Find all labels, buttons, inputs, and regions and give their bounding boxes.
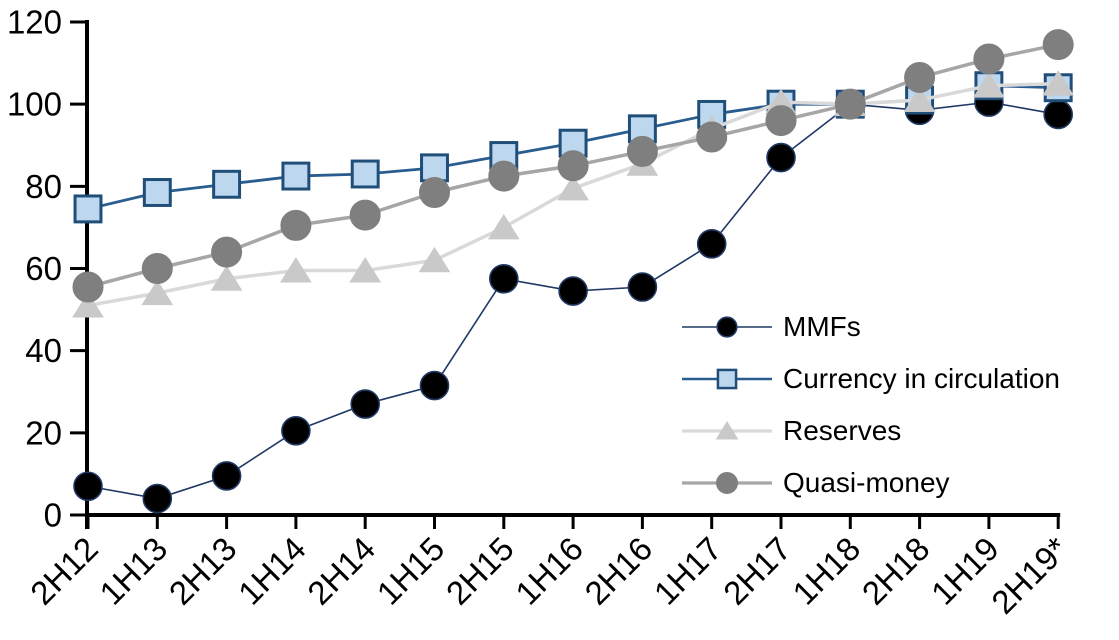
x-tick-label: 2H19* (984, 530, 1075, 621)
x-tick-label: 2H18 (855, 530, 937, 612)
series-reserves-marker (903, 86, 936, 113)
series-currency-in-circulation-marker (73, 194, 103, 224)
series-mmfs-marker (350, 389, 381, 419)
legend-glyph (716, 368, 738, 390)
series-currency-in-circulation-marker (212, 169, 242, 199)
legend-marker-reserves-icon (682, 421, 772, 440)
y-tick-label: 100 (7, 86, 62, 123)
series-mmfs-marker (73, 471, 103, 502)
series-mmfs-marker (281, 415, 311, 446)
series-quasi-money-marker (349, 199, 381, 231)
series-currency-in-circulation-marker (142, 178, 172, 207)
legend-glyph (716, 316, 738, 338)
series-mmfs-marker (627, 272, 658, 302)
series-quasi-money-marker (141, 253, 173, 284)
series-reserves-marker (557, 174, 589, 201)
legend-item-quasi-money: Quasi-money (681, 457, 1060, 509)
y-tick-label: 20 (25, 414, 62, 451)
series-quasi-money-marker (765, 105, 797, 137)
series-reserves-marker (1042, 70, 1075, 96)
series-reserves-marker (487, 213, 520, 240)
legend-label-reserves: Reserves (783, 415, 902, 446)
legend-item-currency-in-circulation: Currency in circulation (681, 353, 1060, 405)
series-reserves-marker (349, 257, 382, 283)
legend-marker-mmfs-icon (682, 316, 772, 338)
x-tick-label: 1H18 (785, 530, 867, 612)
legend-item-mmfs: MMFs (681, 301, 1060, 353)
series-mmfs-marker (558, 276, 588, 306)
series-reserves-marker (210, 265, 243, 291)
series-quasi-money-marker (904, 61, 936, 93)
y-tick-label: 120 (7, 4, 62, 41)
x-tick-label: 2H16 (577, 530, 659, 612)
legend-marker-currency-icon (682, 368, 772, 390)
x-tick-label: 1H14 (231, 530, 313, 612)
series-mmfs-marker (211, 461, 242, 491)
series-mmfs-marker (1043, 99, 1073, 130)
x-tick-label: 2H13 (162, 530, 244, 612)
series-reserves-marker (141, 279, 174, 306)
series-quasi-money-marker (626, 135, 658, 167)
legend-item-reserves: Reserves (681, 405, 1060, 457)
series-mmfs-marker (488, 263, 519, 294)
legend-marker-quasi-money-icon (682, 472, 772, 494)
x-tick-label: 1H17 (647, 530, 729, 612)
series-reserves-marker (280, 257, 312, 283)
legend-glyph (716, 472, 738, 494)
x-tick-label: 2H14 (300, 530, 382, 612)
series-quasi-money-marker (72, 271, 104, 303)
series-mmfs-marker (419, 370, 450, 401)
series-reserves-marker (418, 246, 451, 273)
series-reserves-marker (72, 292, 104, 318)
series-quasi-money-marker (488, 160, 520, 192)
series-currency-in-circulation-marker (420, 153, 449, 183)
y-tick-label: 0 (44, 497, 62, 534)
series-quasi-money-marker (696, 121, 728, 153)
legend-label-mmfs: MMFs (783, 311, 861, 342)
legend: MMFs Currency in circulation Reserves Qu… (681, 301, 1060, 509)
legend-label-quasi-money: Quasi-money (783, 467, 950, 498)
series-quasi-money-marker (973, 43, 1005, 75)
x-tick-label: 2H17 (716, 530, 798, 612)
x-tick-label: 2H12 (23, 530, 105, 612)
legend-glyph (715, 421, 739, 440)
legend-label-currency-in-circulation: Currency in circulation (783, 363, 1060, 394)
series-quasi-money-marker (557, 150, 589, 182)
y-tick-label: 80 (25, 168, 62, 205)
y-tick-label: 60 (25, 250, 62, 287)
series-reserves-marker (973, 72, 1005, 98)
x-tick-label: 1H13 (92, 530, 174, 612)
series-quasi-money-marker (280, 209, 312, 241)
series-currency-in-circulation-marker (350, 159, 380, 189)
series-currency-in-circulation-marker (281, 161, 311, 191)
x-tick-label: 1H15 (370, 530, 452, 612)
series-quasi-money-marker (1042, 29, 1074, 61)
series-mmfs-marker (696, 229, 727, 259)
series-mmfs-marker (766, 142, 796, 173)
series-quasi-money-marker (211, 236, 243, 268)
x-tick-label: 1H16 (508, 530, 590, 612)
series-mmfs-marker (142, 483, 173, 514)
series-quasi-money-marker (419, 176, 450, 208)
x-tick-label: 2H15 (439, 530, 521, 612)
series-quasi-money-marker (834, 88, 866, 120)
y-tick-label: 40 (25, 332, 62, 369)
series-quasi-money (72, 29, 1074, 303)
